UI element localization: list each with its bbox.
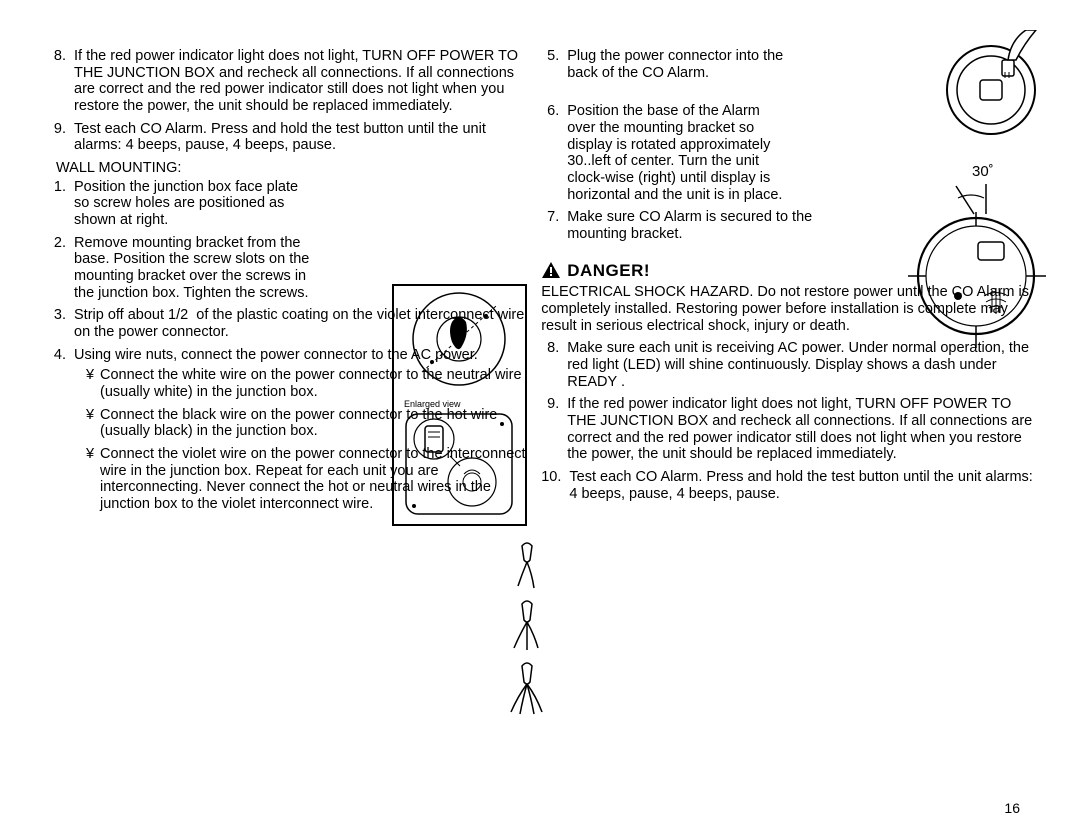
rotation-figure: 30˚ [896,156,1056,361]
item-number: 9. [48,121,74,154]
item-8: 8. If the red power indicator light does… [48,48,527,115]
item-number: 10. [541,469,569,502]
item-text: Plug the power connector into the back o… [567,48,797,81]
page-number: 16 [1004,800,1020,816]
item-text: Position the junction box face plate so … [74,179,314,229]
item-number: 1. [48,179,74,229]
enlarged-view-label: Enlarged view [404,399,461,409]
warning-icon [541,261,561,279]
bullet-glyph: ¥ [86,407,100,440]
item-number: 7. [541,209,567,242]
item-9r: 9. If the red power indicator light does… [541,396,1040,463]
item-text: Make sure CO Alarm is secured to the mou… [567,209,837,242]
danger-label: DANGER! [567,261,650,281]
item-number: 2. [48,235,74,302]
item-10r: 10. Test each CO Alarm. Press and hold t… [541,469,1040,502]
item-text: Position the base of the Alarm over the … [567,103,787,203]
left-list-top: 8. If the red power indicator light does… [48,48,527,154]
item-9: 9. Test each CO Alarm. Press and hold th… [48,121,527,154]
wire-nut-icon-2 [510,598,544,659]
item-number: 5. [541,48,567,81]
wall-item-1: 1. Position the junction box face plate … [48,179,527,229]
bullet-glyph: ¥ [86,367,100,400]
wall-mounting-label: WALL MOUNTING: [56,160,527,177]
item-text: Remove mounting bracket from the base. P… [74,235,314,302]
item-number: 6. [541,103,567,203]
item-number: 8. [48,48,74,115]
item-text: If the red power indicator light does no… [74,48,527,115]
wire-nut-icon-1 [512,540,542,597]
junction-box-figure: Enlarged view [392,284,527,531]
right-column: 30˚ [541,48,1040,788]
wire-nut-icon-3 [508,660,546,725]
right-list-bottom: 8. Make sure each unit is receiving AC p… [541,340,1040,502]
item-text: Test each CO Alarm. Press and hold the t… [569,469,1040,502]
item-number: 8. [541,340,567,390]
item-text: Test each CO Alarm. Press and hold the t… [74,121,527,154]
left-column: 8. If the red power indicator light does… [48,48,527,788]
item-number: 9. [541,396,567,463]
bullet-glyph: ¥ [86,446,100,513]
item-text: If the red power indicator light does no… [567,396,1040,463]
angle-text: 30˚ [972,163,994,180]
plug-connector-figure [936,30,1046,145]
item-number: 3. [48,307,74,340]
item-number: 4. [48,347,74,519]
